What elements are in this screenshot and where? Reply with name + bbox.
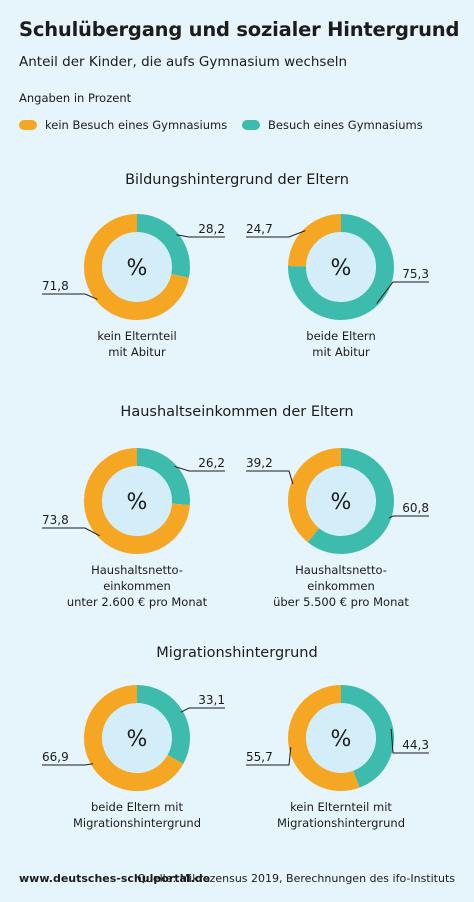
donut-caption: kein Elternteil mit Migrationshintergrund — [241, 799, 441, 831]
unit-note: Angaben in Prozent — [19, 91, 132, 105]
data-label-no-gymnasium: 71,8 — [42, 279, 69, 293]
leader-line-gymnasium — [376, 281, 429, 304]
percent-symbol: % — [127, 256, 148, 281]
data-label-no-gymnasium: 66,9 — [42, 750, 69, 764]
donut-slice-no-gymnasium — [288, 685, 360, 791]
section-title-income: Haushaltseinkommen der Eltern — [120, 404, 354, 420]
data-label-gymnasium: 44,3 — [402, 738, 429, 752]
donut-caption-line: Migrationshintergrund — [277, 816, 405, 830]
donut-caption: Haushaltsnetto-einkommen unter 2.600 € pr… — [37, 562, 237, 610]
chart-subtitle: Anteil der Kinder, die aufs Gymnasium we… — [19, 54, 348, 70]
donut-slice-gymnasium — [136, 214, 190, 278]
donut-slice-gymnasium — [288, 214, 394, 320]
donut-caption-line: kein Elternteil — [97, 329, 177, 343]
donut-caption-line: Haushaltsnetto- — [295, 563, 387, 577]
legend-swatch-teal — [242, 120, 260, 130]
data-label-gymnasium: 33,1 — [198, 693, 225, 707]
percent-symbol: % — [331, 490, 352, 515]
leader-line-no-gymnasium — [42, 293, 98, 300]
donut-slice-no-gymnasium — [288, 448, 342, 543]
data-label-gymnasium: 60,8 — [402, 501, 429, 515]
data-label-no-gymnasium: 39,2 — [246, 456, 273, 470]
leader-line-gymnasium — [390, 728, 429, 754]
donut-caption-line: Haushaltsnetto- — [91, 563, 183, 577]
legend-label-gymnasium: Besuch eines Gymnasiums — [268, 118, 423, 132]
percent-symbol: % — [127, 490, 148, 515]
donut-caption: beide Eltern mit Migrationshintergrund — [37, 799, 237, 831]
donut-caption: Haushaltsnetto-einkommen über 5.500 € pro… — [241, 562, 441, 610]
donut-caption-line: einkommen — [103, 579, 171, 593]
donut-center — [306, 466, 376, 536]
leader-line-no-gymnasium — [42, 527, 100, 537]
donut-caption-line: mit Abitur — [108, 345, 166, 359]
donut-caption-line: einkommen — [307, 579, 375, 593]
percent-symbol: % — [127, 727, 148, 752]
donut-center — [102, 703, 172, 773]
donut-caption-line: über 5.500 € pro Monat — [273, 595, 409, 609]
percent-symbol: % — [331, 256, 352, 281]
footer-source: Quelle: Mikrozensus 2019, Berechnungen d… — [137, 872, 455, 885]
donut-caption-line: beide Eltern mit — [90, 800, 184, 814]
legend-label-no-gymnasium: kein Besuch eines Gymnasiums — [45, 118, 228, 132]
section-title-migration: Migrationshintergrund — [156, 645, 318, 661]
donut-caption-line: kein Elternteil mit — [290, 800, 392, 814]
leader-line-gymnasium — [388, 515, 429, 519]
section-title-education: Bildungshintergrund der Eltern — [125, 172, 349, 188]
leader-line-no-gymnasium — [42, 763, 94, 766]
donut-caption-line: unter 2.600 € pro Monat — [66, 595, 208, 609]
donut-caption-line: mit Abitur — [312, 345, 370, 359]
leader-line-no-gymnasium — [246, 470, 294, 485]
donut-slice-no-gymnasium — [84, 685, 184, 791]
donut-caption-line: Migrationshintergrund — [73, 816, 201, 830]
donut-center — [306, 703, 376, 773]
donut-center — [102, 232, 172, 302]
data-label-no-gymnasium: 24,7 — [246, 222, 273, 236]
donut-caption-line: beide Eltern — [306, 329, 376, 343]
data-label-no-gymnasium: 73,8 — [42, 513, 69, 527]
donut-caption: beide Eltern mit Abitur — [241, 328, 441, 360]
leader-line-gymnasium — [174, 465, 225, 472]
donut-slice-gymnasium — [136, 685, 190, 764]
percent-symbol: % — [331, 727, 352, 752]
donut-slice-no-gymnasium — [288, 214, 342, 267]
leader-line-gymnasium — [176, 234, 225, 238]
data-label-gymnasium: 26,2 — [198, 456, 225, 470]
donut-center — [102, 466, 172, 536]
donut-slice-gymnasium — [307, 448, 394, 554]
donut-slice-no-gymnasium — [84, 448, 190, 554]
donut-caption: kein Elternteil mit Abitur — [37, 328, 237, 360]
donut-slice-gymnasium — [340, 685, 394, 788]
chart-title: Schulübergang und sozialer Hintergrund — [19, 18, 460, 41]
leader-line-gymnasium — [180, 707, 225, 713]
leader-line-no-gymnasium — [246, 230, 306, 238]
data-label-gymnasium: 28,2 — [198, 222, 225, 236]
legend-swatch-orange — [19, 120, 37, 130]
legend-item-gymnasium: Besuch eines Gymnasiums — [242, 118, 423, 132]
data-label-gymnasium: 75,3 — [402, 267, 429, 281]
donut-center — [306, 232, 376, 302]
donut-slice-gymnasium — [136, 448, 190, 505]
donut-slice-no-gymnasium — [84, 214, 189, 320]
footer-url: www.deutsches-schulportal.de — [19, 872, 211, 885]
data-label-no-gymnasium: 55,7 — [246, 750, 273, 764]
legend-item-no-gymnasium: kein Besuch eines Gymnasiums — [19, 118, 227, 132]
leader-line-no-gymnasium — [246, 747, 292, 766]
